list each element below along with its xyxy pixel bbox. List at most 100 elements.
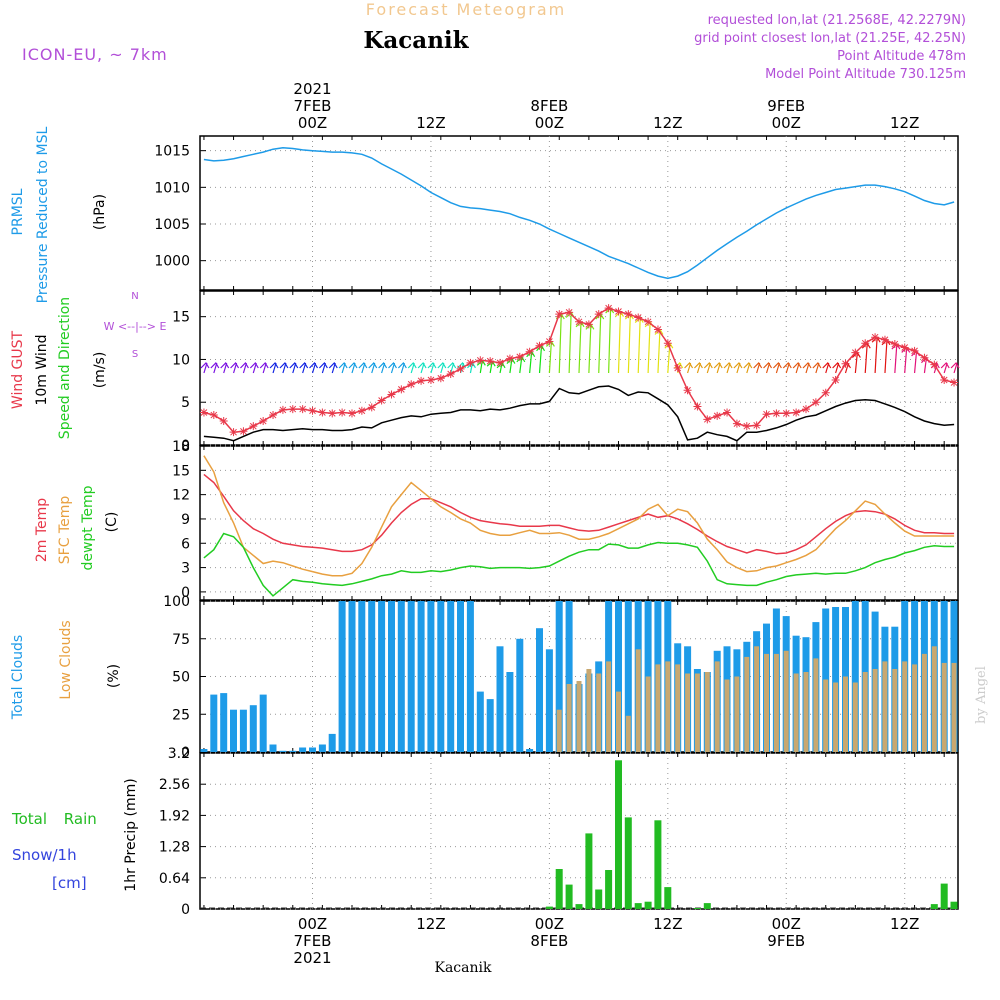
top-axis-label: 9FEB [767, 97, 805, 115]
gust-marker [910, 346, 919, 355]
wind-arrow-head [397, 362, 407, 369]
wind-arrow-head [447, 362, 457, 369]
low-cloud-bar [714, 661, 720, 752]
series-line-10m-wind [203, 385, 955, 442]
y-tick-label: 0 [181, 585, 190, 601]
temp-label-2m: 2m Temp [34, 498, 50, 562]
total-cloud-bar [200, 749, 208, 752]
gust-marker [634, 313, 643, 322]
gust-marker [802, 405, 811, 414]
total-cloud-bar [516, 638, 524, 753]
total-cloud-bar [368, 601, 376, 752]
top-axis-label: 00Z [535, 114, 564, 132]
low-cloud-bar [606, 661, 612, 752]
gust-marker [417, 376, 426, 385]
wind-direction-arrow [864, 343, 868, 374]
gust-marker [456, 364, 465, 373]
total-cloud-bar [299, 747, 307, 752]
wind-direction-arrow [519, 356, 523, 374]
wind-arrow-head [348, 362, 358, 369]
gust-marker [199, 408, 208, 417]
y-tick-label: 0.64 [159, 871, 190, 887]
gust-marker [278, 405, 287, 414]
y-tick-label: 0 [181, 438, 190, 454]
wind-arrow-head [753, 362, 763, 369]
wind-arrow-head [407, 362, 417, 369]
low-cloud-bar [823, 679, 829, 752]
bottom-axis-label: 9FEB [767, 932, 805, 950]
gust-marker [407, 380, 416, 389]
low-cloud-bar [744, 656, 750, 752]
bottom-axis-label: 12Z [890, 915, 919, 933]
wind-arrow-head [940, 362, 950, 369]
gust-marker [535, 341, 544, 350]
gust-marker [584, 320, 593, 329]
total-cloud-bar [230, 709, 237, 752]
low-cloud-bar [882, 661, 888, 752]
low-cloud-bar [764, 653, 769, 752]
wind-direction-arrow [578, 321, 582, 374]
precipitation-panel: 0 0.64 1.28 1.92 2.56 3.2 [159, 746, 959, 918]
low-cloud-bar [655, 664, 661, 752]
y-tick-label: 15 [172, 310, 190, 326]
clouds-label-total: Total Clouds [10, 635, 26, 720]
total-cloud-bar [427, 601, 435, 752]
wind-arrow-head [684, 362, 694, 369]
gust-marker [446, 369, 455, 378]
total-cloud-bar [348, 601, 356, 752]
gust-marker [338, 408, 347, 417]
y-tick-label: 0 [181, 745, 190, 761]
low-cloud-bar [921, 653, 927, 752]
wind-direction-arrow [657, 329, 661, 374]
y-tick-label: 9 [181, 512, 190, 528]
gust-marker [575, 317, 583, 326]
gust-marker [841, 359, 850, 368]
gust-marker [940, 375, 949, 384]
total-cloud-bar [486, 699, 494, 752]
compass-north: N [131, 291, 138, 302]
rain-bar [565, 884, 573, 909]
y-tick-label: 25 [172, 707, 190, 723]
gust-marker [545, 337, 554, 346]
wind-arrow-head [703, 362, 713, 369]
wind-arrow-head [733, 362, 743, 369]
wind-arrow-head [427, 362, 437, 369]
wind-arrow-head [279, 362, 289, 369]
wind-arrow-head [950, 362, 960, 369]
location-title: Kacanik [363, 27, 469, 54]
top-axis-label: 12Z [416, 114, 445, 132]
gust-marker [219, 417, 228, 426]
precip-axis-label: 1hr Precip (mm) [123, 778, 139, 891]
rain-bar [545, 906, 553, 909]
rain-bar [950, 901, 958, 909]
clouds-panel: 0 25 50 75 100 [163, 594, 959, 761]
wind-direction-arrow [913, 350, 918, 374]
total-cloud-bar [447, 601, 455, 752]
wind-arrow-head [210, 362, 220, 369]
gust-marker [259, 417, 268, 426]
gust-marker [811, 398, 820, 407]
series-line-prmsl [203, 146, 955, 280]
gust-marker [644, 317, 653, 326]
gust-marker [288, 405, 297, 414]
wind-arrow-head [782, 362, 792, 369]
total-cloud-bar [378, 601, 386, 752]
info-line-3: Point Altitude 478m [837, 49, 966, 64]
gust-marker [693, 402, 702, 411]
bottom-axis-label: 8FEB [530, 932, 568, 950]
wind-direction-arrow [854, 352, 858, 374]
snow-label: Snow/1h [12, 846, 77, 864]
series-line-2m-temp [203, 473, 955, 555]
top-axis-label: 12Z [890, 114, 919, 132]
low-cloud-bar [675, 664, 681, 752]
pressure-panel: 1000 1005 1010 1015 [154, 135, 959, 291]
rain-bar [634, 903, 642, 909]
gust-marker [604, 304, 613, 313]
compass-axis: W <--|--> E [104, 320, 167, 333]
rain-bar [555, 869, 563, 909]
wind-arrow-head [368, 362, 378, 369]
y-tick-label: 18 [172, 439, 190, 455]
gust-marker [555, 310, 564, 319]
low-cloud-bar [576, 681, 582, 752]
